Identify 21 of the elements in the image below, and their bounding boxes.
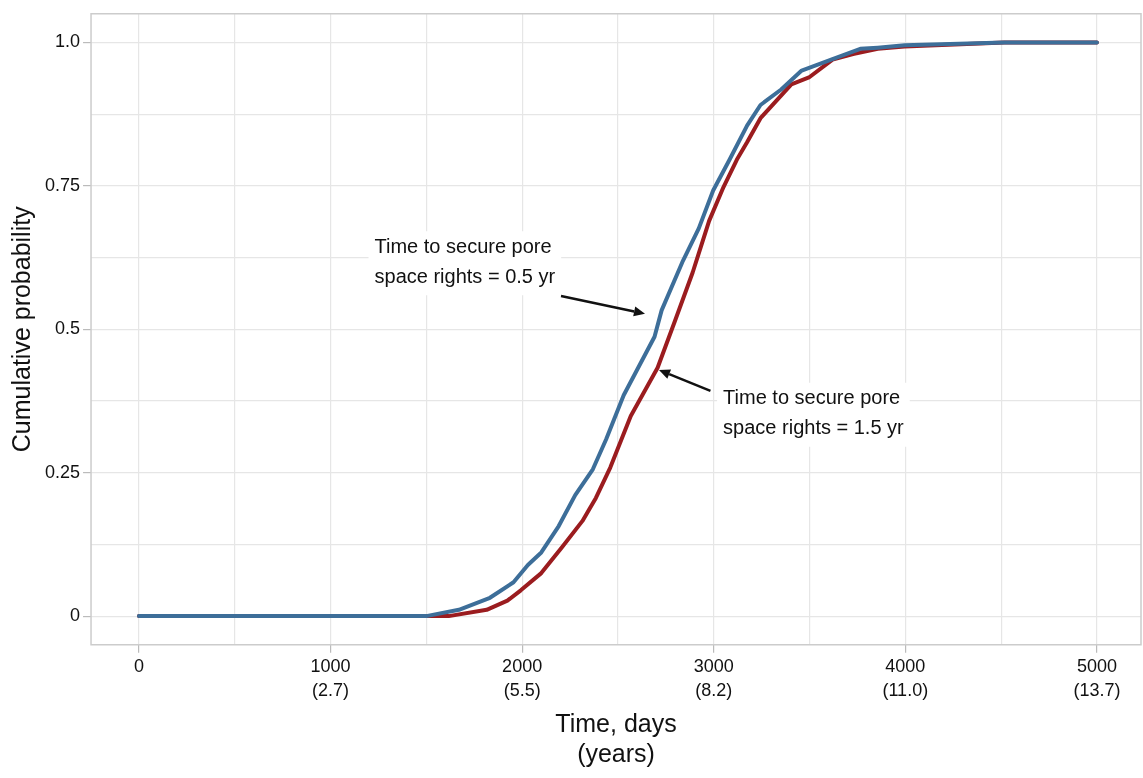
x2-tick-label: (11.0)	[882, 680, 929, 701]
y-tick-label: 1.0	[55, 31, 81, 52]
y-tick-label: 0.5	[55, 318, 81, 339]
x2-tick-label: (2.7)	[312, 680, 350, 701]
x-tick-label: 5000	[1076, 655, 1117, 676]
x-tick-label: 4000	[885, 655, 926, 676]
x-axis-title: Time, days	[555, 708, 677, 737]
x-tick-label: 2000	[502, 655, 543, 676]
x2-axis-title: (years)	[577, 738, 655, 767]
y-axis-title: Cumulative probability	[6, 205, 35, 453]
x-tick-label: 0	[133, 655, 144, 676]
y-tick-label: 0.25	[44, 461, 81, 482]
x2-tick-label: (5.5)	[503, 680, 541, 701]
annotation: Time to secure pore space rights = 1.5 yr	[723, 386, 905, 439]
x2-tick-label: (8.2)	[695, 680, 733, 701]
y-tick-label: 0	[70, 605, 81, 626]
y-tick-label: 0.75	[44, 174, 81, 195]
x-tick-label: 3000	[693, 655, 734, 676]
annotation: Time to secure pore space rights = 0.5 yr	[374, 234, 556, 287]
x-tick-label: 1000	[310, 655, 351, 676]
x2-tick-label: (13.7)	[1073, 680, 1121, 701]
